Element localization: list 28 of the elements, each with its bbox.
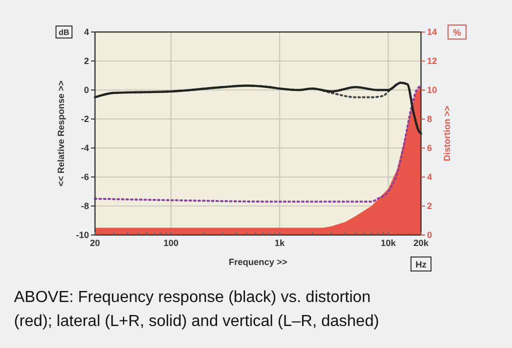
x-tick-label: 20 (90, 238, 100, 248)
y-tick-label: 4 (84, 27, 89, 38)
text: Hz (416, 260, 427, 270)
y2-tick-label: 14 (427, 27, 438, 38)
y2-tick-label: 0 (427, 230, 432, 240)
y2-tick-label: 2 (427, 201, 432, 212)
y2-tick-label: 6 (427, 143, 432, 154)
y-tick-label: 0 (84, 85, 89, 96)
y-tick-label: -6 (80, 172, 89, 182)
y-tick-label: 2 (84, 56, 89, 66)
y2-tick-label: 12 (427, 56, 438, 66)
text: dB (58, 28, 70, 37)
y-axis-title: << Relative Response >> (56, 80, 66, 187)
y2-tick-label: 8 (427, 114, 432, 124)
y-tick-label: -8 (80, 201, 89, 212)
y-tick-label: -4 (80, 143, 89, 154)
x-tick-label: 100 (163, 238, 178, 248)
x-axis-title: Frequency >> (228, 257, 288, 267)
text: % (452, 28, 462, 38)
y2-tick-label: 10 (427, 85, 438, 96)
y-tick-label: -2 (80, 114, 89, 124)
y2-axis-title: Distortion >> (442, 106, 452, 162)
x-tick-label: 1k (274, 238, 286, 248)
y2-tick-label: 4 (427, 172, 432, 182)
text: ABOVE: Frequency response (black) vs. distortion (red); lateral (L+R, solid) and vertical (L–R, dashed) (14, 289, 380, 330)
x-tick-label: 10k (380, 238, 397, 248)
y-tick-label: -10 (76, 230, 89, 240)
x-tick-label: 20k (413, 238, 430, 248)
